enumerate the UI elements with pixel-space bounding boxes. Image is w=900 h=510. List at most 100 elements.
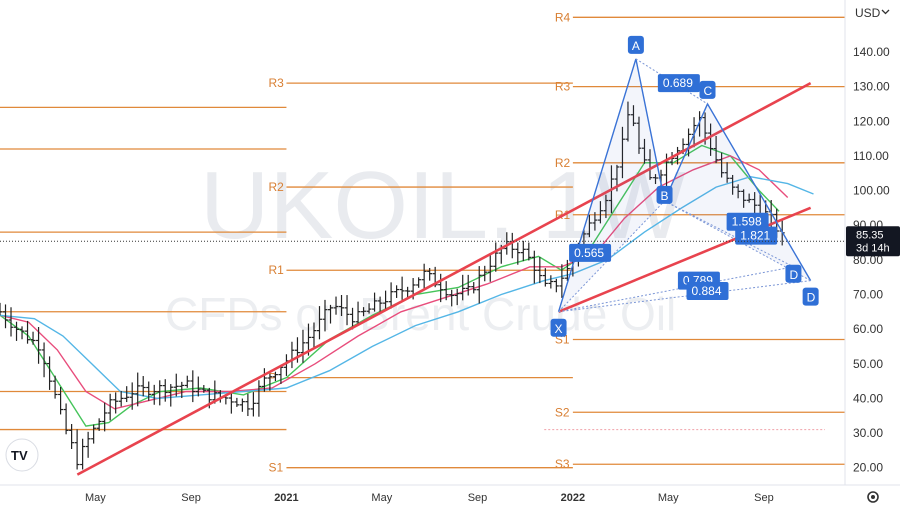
ohlc-bar — [201, 385, 207, 393]
ohlc-bar — [708, 123, 714, 156]
ohlc-bar — [713, 135, 719, 164]
currency-label[interactable]: USD — [855, 6, 881, 20]
pattern-ratio-line — [558, 200, 665, 313]
ohlc-bar — [619, 126, 625, 179]
ohlc-bar — [421, 263, 427, 289]
pivot-label: R2 — [555, 156, 571, 170]
ohlc-bar — [542, 268, 548, 287]
ohlc-bar — [493, 242, 499, 272]
ohlc-bar — [394, 285, 400, 298]
ohlc-bar — [355, 301, 361, 326]
pattern-point-label: C — [704, 84, 713, 98]
pattern-ratio-label: 1.598 — [732, 215, 762, 229]
ohlc-bar — [735, 184, 741, 199]
price-tick-label: 70.00 — [853, 287, 883, 301]
pivot-label: R3 — [268, 76, 284, 90]
pattern-point-label: D — [789, 268, 798, 282]
ohlc-bar — [289, 341, 295, 369]
ohlc-bar — [85, 431, 91, 458]
ohlc-bar — [3, 304, 9, 329]
pattern-point-label: D — [807, 291, 816, 305]
ohlc-bar — [30, 331, 36, 345]
ohlc-bar — [173, 373, 179, 397]
last-price-label: 85.35 3d 14h — [846, 226, 900, 257]
price-tick-label: 30.00 — [853, 426, 883, 440]
ohlc-bar — [41, 342, 47, 378]
ohlc-bar — [179, 381, 185, 399]
ohlc-bar — [388, 282, 394, 309]
ohlc-bar — [74, 429, 80, 470]
time-axis[interactable]: May Sep 2021 May Sep 2022 May Sep — [0, 484, 900, 510]
ohlc-bar — [184, 375, 190, 388]
pattern-point-c[interactable]: C — [699, 80, 716, 99]
ohlc-bar — [168, 384, 174, 407]
ohlc-bar — [653, 174, 659, 185]
pattern-ratio-label: 0.565 — [574, 246, 604, 260]
ohlc-bar — [36, 327, 42, 364]
settings-button[interactable] — [867, 491, 879, 503]
ohlc-bar — [14, 321, 20, 341]
trendline[interactable] — [558, 206, 812, 313]
ohlc-bar — [69, 424, 75, 449]
tradingview-logo[interactable]: TV — [5, 438, 39, 472]
tradingview-logo-icon: TV — [11, 448, 28, 463]
ohlc-bar — [80, 438, 86, 470]
pattern-point-d[interactable]: D — [802, 287, 819, 306]
ohlc-bar — [129, 382, 135, 410]
currency-selector[interactable]: USD — [855, 6, 890, 20]
logo-badge — [5, 438, 39, 472]
ohlc-bar — [113, 392, 119, 414]
chevron-down-icon[interactable] — [881, 9, 890, 15]
pattern-point-a[interactable]: A — [627, 35, 644, 54]
ohlc-bar — [559, 264, 565, 298]
ohlc-bar — [328, 304, 334, 324]
ohlc-bar — [190, 370, 196, 403]
ohlc-bar — [19, 326, 25, 340]
ohlc-bar — [443, 281, 449, 301]
price-tick-label: 60.00 — [853, 322, 883, 336]
ohlc-bar — [625, 101, 631, 142]
ohlc-bar — [146, 381, 152, 401]
ohlc-bar — [724, 162, 730, 183]
ohlc-bar — [140, 376, 146, 397]
pattern-ratio-label: 0.884 — [692, 284, 722, 298]
ohlc-bar — [58, 386, 64, 415]
pattern-point-d-alt[interactable]: D — [785, 264, 802, 283]
pattern-ratio: 0.689 — [657, 74, 700, 93]
ohlc-bar — [482, 265, 488, 282]
ohlc-bar — [603, 194, 609, 219]
ohlc-bar — [465, 274, 471, 296]
ohlc-bar — [0, 302, 3, 316]
ohlc-bar — [592, 212, 598, 231]
ohlc-bar — [586, 214, 592, 238]
ohlc-bar — [25, 320, 31, 344]
ohlc-bar — [300, 329, 306, 363]
ohlc-bar — [520, 240, 526, 262]
moving-average-line — [0, 175, 814, 400]
gear-icon[interactable] — [867, 491, 879, 503]
ohlc-bar — [157, 380, 163, 406]
ohlc-bar — [8, 307, 14, 337]
last-price-box — [846, 226, 900, 257]
pivot-label: S1 — [268, 461, 283, 475]
pattern-point-b[interactable]: B — [656, 185, 673, 204]
ohlc-bar — [686, 128, 692, 157]
pivot-label: S2 — [555, 405, 570, 419]
ohlc-bar — [250, 392, 256, 417]
time-axis-ticks: May Sep 2021 May Sep 2022 May Sep — [85, 492, 774, 504]
ohlc-bar — [719, 152, 725, 178]
ohlc-bar — [311, 322, 317, 349]
ohlc-bar — [333, 296, 339, 315]
pattern-ratio: 1.821 — [735, 226, 778, 245]
pattern-point-x[interactable]: X — [550, 318, 567, 337]
ohlc-bar — [597, 201, 603, 224]
ohlc-bar — [135, 372, 141, 407]
ohlc-bar — [47, 356, 53, 390]
ohlc-bar — [630, 105, 636, 127]
pattern-ratio: 1.598 — [726, 212, 769, 231]
ohlc-bar — [91, 424, 97, 444]
pivot-label: R4 — [555, 10, 571, 24]
price-tick-label: 80.00 — [853, 253, 883, 267]
